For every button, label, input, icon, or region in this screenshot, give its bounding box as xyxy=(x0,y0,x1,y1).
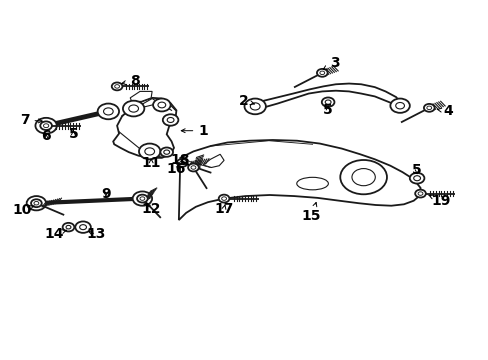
Circle shape xyxy=(244,99,265,114)
Circle shape xyxy=(218,195,229,203)
Polygon shape xyxy=(203,154,224,167)
Circle shape xyxy=(221,197,226,201)
Text: 4: 4 xyxy=(437,104,453,118)
Circle shape xyxy=(31,199,41,207)
Circle shape xyxy=(98,104,119,119)
Text: 19: 19 xyxy=(428,194,450,208)
Circle shape xyxy=(417,192,422,195)
Circle shape xyxy=(140,197,144,201)
Ellipse shape xyxy=(296,177,328,190)
Text: 18: 18 xyxy=(170,153,190,167)
Circle shape xyxy=(426,106,431,109)
Text: 1: 1 xyxy=(181,124,207,138)
Circle shape xyxy=(180,161,184,165)
Polygon shape xyxy=(255,84,399,109)
Circle shape xyxy=(137,195,147,203)
Circle shape xyxy=(40,121,52,130)
Text: 3: 3 xyxy=(323,56,339,70)
Circle shape xyxy=(351,168,374,186)
Circle shape xyxy=(115,85,119,88)
Text: 16: 16 xyxy=(166,162,186,176)
Text: 5: 5 xyxy=(68,127,78,141)
Circle shape xyxy=(395,103,404,109)
Circle shape xyxy=(62,223,74,231)
Circle shape xyxy=(66,225,71,229)
Text: 15: 15 xyxy=(301,202,321,224)
Text: 10: 10 xyxy=(12,203,34,217)
Circle shape xyxy=(158,102,165,108)
Text: 14: 14 xyxy=(44,227,66,241)
Text: 5: 5 xyxy=(411,163,421,177)
Text: 2: 2 xyxy=(238,94,254,108)
Circle shape xyxy=(423,104,434,112)
Circle shape xyxy=(122,101,144,116)
Text: 13: 13 xyxy=(86,227,106,241)
Circle shape xyxy=(191,166,196,169)
Circle shape xyxy=(409,173,424,184)
Circle shape xyxy=(163,114,178,126)
Circle shape xyxy=(340,160,386,194)
Circle shape xyxy=(35,118,57,134)
Polygon shape xyxy=(179,140,420,220)
Circle shape xyxy=(80,225,86,230)
Circle shape xyxy=(75,221,91,233)
Circle shape xyxy=(167,117,174,122)
Circle shape xyxy=(27,196,46,210)
Circle shape xyxy=(250,103,260,110)
Circle shape xyxy=(321,98,334,107)
Circle shape xyxy=(41,122,51,129)
Circle shape xyxy=(163,150,169,154)
Circle shape xyxy=(43,124,49,128)
Circle shape xyxy=(112,82,122,90)
Circle shape xyxy=(153,99,170,111)
Polygon shape xyxy=(113,98,176,158)
Circle shape xyxy=(128,105,138,112)
Circle shape xyxy=(132,192,152,206)
Circle shape xyxy=(34,202,39,205)
Text: 6: 6 xyxy=(41,129,51,143)
Circle shape xyxy=(160,148,173,157)
Circle shape xyxy=(316,69,327,77)
Circle shape xyxy=(413,176,420,181)
Circle shape xyxy=(103,108,113,115)
Circle shape xyxy=(389,99,409,113)
Circle shape xyxy=(177,159,187,167)
Circle shape xyxy=(188,163,199,171)
Text: 9: 9 xyxy=(101,186,110,201)
Text: 7: 7 xyxy=(20,113,42,127)
Text: 11: 11 xyxy=(141,156,161,170)
Circle shape xyxy=(414,190,425,198)
Circle shape xyxy=(139,144,160,159)
Circle shape xyxy=(319,71,324,75)
Text: 17: 17 xyxy=(214,202,233,216)
Text: 5: 5 xyxy=(323,103,332,117)
Circle shape xyxy=(325,100,330,104)
Circle shape xyxy=(144,148,154,155)
Polygon shape xyxy=(130,91,152,102)
Text: 12: 12 xyxy=(141,202,161,216)
Circle shape xyxy=(32,200,41,206)
Text: 8: 8 xyxy=(122,74,140,88)
Circle shape xyxy=(138,195,146,202)
